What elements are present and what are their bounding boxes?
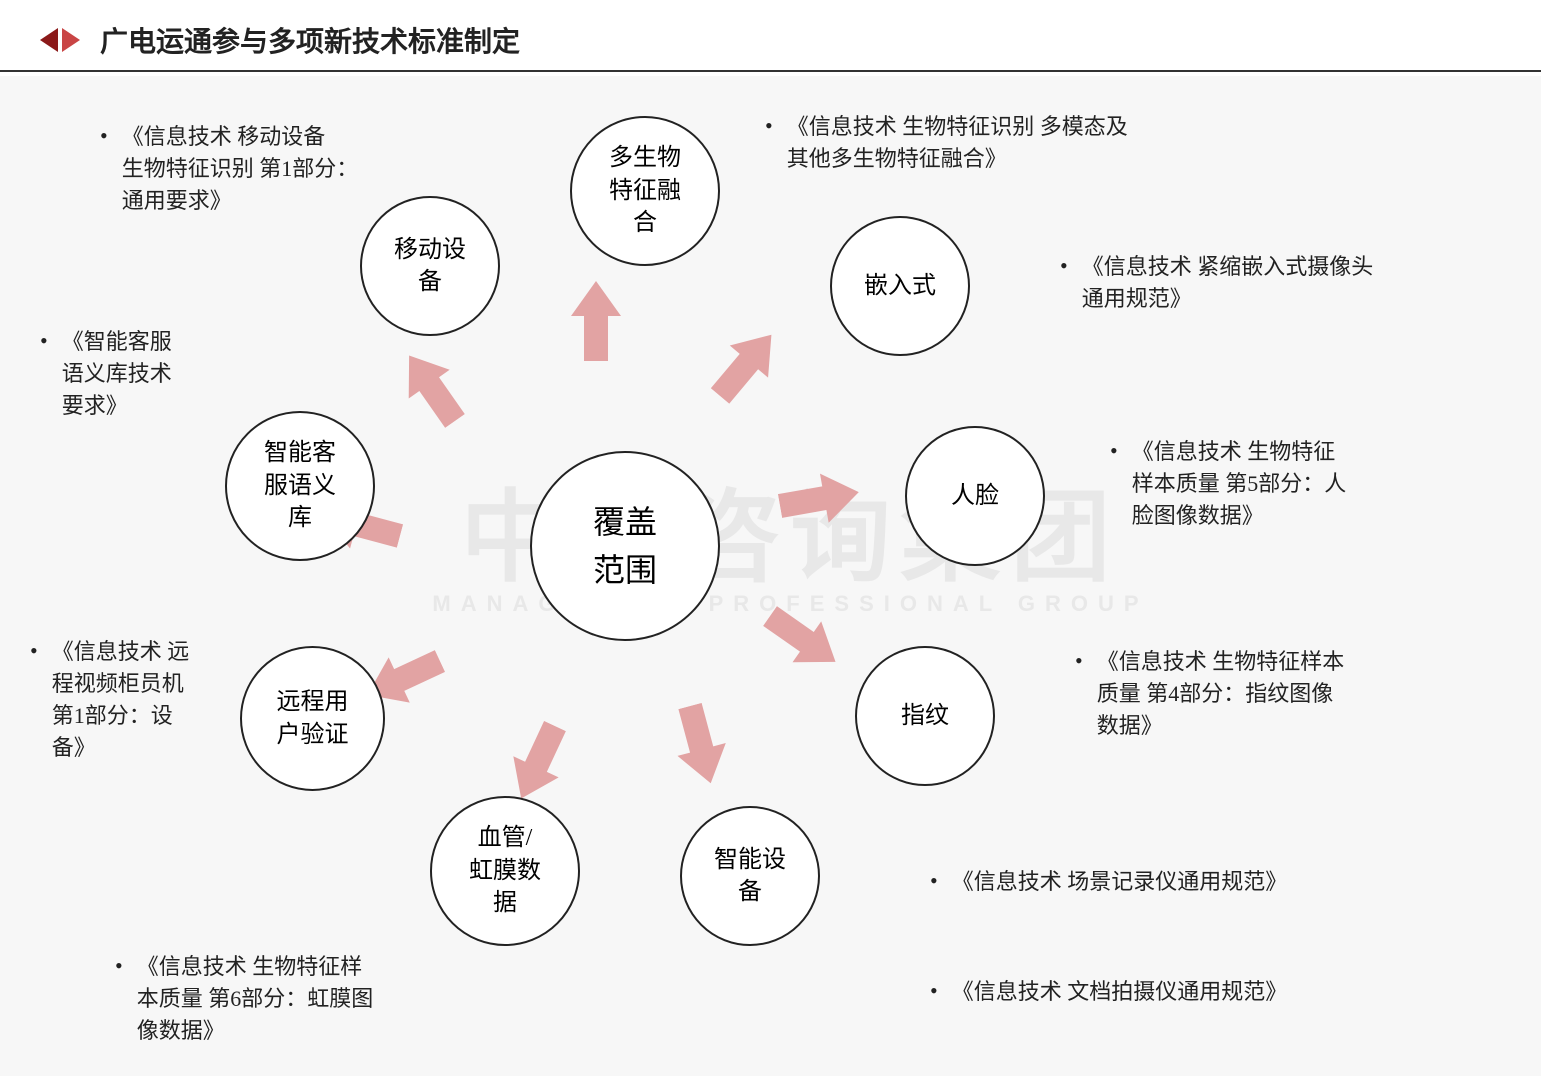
node-vessel-iris: 血管/虹膜数据 xyxy=(430,796,580,946)
node-mobile-device: 移动设备 xyxy=(360,196,500,336)
radial-diagram: 中大咨询集团 MANAGEMENT PROFESSIONAL GROUP 覆盖范… xyxy=(0,76,1541,1076)
center-label: 覆盖范围 xyxy=(593,498,657,594)
bullet-icon: • xyxy=(40,326,48,357)
header-arrow-icon xyxy=(40,28,80,52)
annotation-text: 《信息技术 生物特征样本质量 第6部分：虹膜图像数据》 xyxy=(137,951,374,1047)
ann-face: • 《信息技术 生物特征样本质量 第5部分：人脸图像数据》 xyxy=(1110,436,1430,532)
node-label: 多生物特征融合 xyxy=(609,142,681,239)
node-label: 移动设备 xyxy=(394,234,466,299)
annotation-text: 《信息技术 紧缩嵌入式摄像头通用规范》 xyxy=(1082,251,1374,315)
node-remote-verify: 远程用户验证 xyxy=(240,646,385,791)
bullet-icon: • xyxy=(930,976,938,1007)
bullet-icon: • xyxy=(100,121,108,152)
node-smart-service: 智能客服语义库 xyxy=(225,411,375,561)
page-title: 广电运通参与多项新技术标准制定 xyxy=(100,20,520,60)
radial-arrow-icon xyxy=(379,330,480,438)
node-label: 智能设备 xyxy=(714,844,786,909)
node-face: 人脸 xyxy=(905,426,1045,566)
ann-embedded: • 《信息技术 紧缩嵌入式摄像头通用规范》 xyxy=(1060,251,1480,315)
node-biometric-fusion: 多生物特征融合 xyxy=(570,116,720,266)
node-embedded: 嵌入式 xyxy=(830,216,970,356)
radial-arrow-icon xyxy=(753,591,861,692)
node-label: 嵌入式 xyxy=(864,270,936,302)
annotation-text: 《信息技术 移动设备生物特征识别 第1部分：通用要求》 xyxy=(122,121,359,217)
bullet-icon: • xyxy=(765,111,773,142)
annotation-text: 《信息技术 文档拍摄仪通用规范》 xyxy=(952,976,1288,1008)
node-fingerprint: 指纹 xyxy=(855,646,995,786)
radial-arrow-icon xyxy=(697,308,801,416)
ann-mobile: • 《信息技术 移动设备生物特征识别 第1部分：通用要求》 xyxy=(100,121,420,217)
ann-scene: • 《信息技术 场景记录仪通用规范》 xyxy=(930,866,1430,898)
ann-service: • 《智能客服语义库技术要求》 xyxy=(40,326,240,422)
annotation-text: 《信息技术 场景记录仪通用规范》 xyxy=(952,866,1288,898)
radial-arrow-icon xyxy=(566,271,626,361)
bullet-icon: • xyxy=(1110,436,1118,467)
node-label: 远程用户验证 xyxy=(277,686,349,751)
annotation-text: 《信息技术 远程视频柜员机第1部分：设备》 xyxy=(52,636,190,764)
ann-remote: • 《信息技术 远程视频柜员机第1部分：设备》 xyxy=(30,636,240,764)
radial-arrow-icon xyxy=(775,461,874,536)
bullet-icon: • xyxy=(30,636,38,667)
ann-doc: • 《信息技术 文档拍摄仪通用规范》 xyxy=(930,976,1430,1008)
radial-arrow-icon xyxy=(661,698,742,800)
bullet-icon: • xyxy=(115,951,123,982)
annotation-text: 《信息技术 生物特征样本质量 第5部分：人脸图像数据》 xyxy=(1132,436,1347,532)
ann-fusion: • 《信息技术 生物特征识别 多模态及其他多生物特征融合》 xyxy=(765,111,1245,175)
bullet-icon: • xyxy=(1075,646,1083,677)
annotation-text: 《智能客服语义库技术要求》 xyxy=(62,326,172,422)
annotation-text: 《信息技术 生物特征样本质量 第4部分：指纹图像数据》 xyxy=(1097,646,1345,742)
annotation-text: 《信息技术 生物特征识别 多模态及其他多生物特征融合》 xyxy=(787,111,1128,175)
bullet-icon: • xyxy=(930,866,938,897)
bullet-icon: • xyxy=(1060,251,1068,282)
node-label: 指纹 xyxy=(901,700,949,732)
node-label: 人脸 xyxy=(951,480,999,512)
ann-fingerprint: • 《信息技术 生物特征样本质量 第4部分：指纹图像数据》 xyxy=(1075,646,1435,742)
center-node: 覆盖范围 xyxy=(530,451,720,641)
node-smart-device: 智能设备 xyxy=(680,806,820,946)
header: 广电运通参与多项新技术标准制定 xyxy=(0,0,1541,72)
node-label: 智能客服语义库 xyxy=(264,437,336,534)
node-label: 血管/虹膜数据 xyxy=(469,822,541,919)
ann-iris: • 《信息技术 生物特征样本质量 第6部分：虹膜图像数据》 xyxy=(115,951,455,1047)
